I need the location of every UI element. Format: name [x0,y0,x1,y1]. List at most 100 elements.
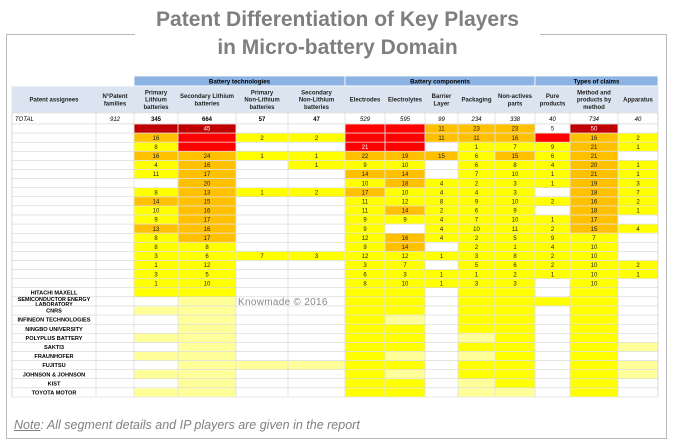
table-row-25 [11,351,659,361]
cell-value-4-10: 8 [513,163,517,169]
cell-value-9-3: 16 [204,209,211,215]
heat-cell-9-8 [425,206,458,215]
group-header-label-2: Types of claims [574,79,621,86]
cell-value-2-13: 1 [636,145,640,151]
heat-cell-20-2 [134,306,178,315]
heat-cell-26-4 [236,361,288,370]
cell-value-15-9: 5 [475,263,479,269]
heat-cell-13-11 [535,242,570,251]
heat-cell-11-9 [458,224,495,233]
cell-value-5-11: 1 [551,172,555,178]
heat-cell-7-2 [134,188,178,197]
heat-cell-25-6 [345,351,385,361]
column-header-label-5: Secondary Non-Lithium batteries [299,91,334,111]
heat-cell-5-10 [495,169,535,179]
heat-cell-8-10 [495,197,535,206]
heat-cell-11-2 [134,224,178,233]
heat-cell-26-12 [570,361,618,370]
assignee-name-22: NINGBO UNIVERSITY [25,327,83,333]
cell-value-16-10: 2 [513,272,517,278]
cell-value-16-8: 1 [440,272,444,278]
cell-value-5-12: 21 [591,172,598,178]
heat-cell-8-7 [385,197,425,206]
cell-value-6-13: 3 [636,181,640,187]
heat-cell-3-2 [134,151,178,160]
heat-cell-13-2 [134,242,178,251]
heat-cell-23-3 [178,333,236,342]
assignee-name-25: FRAUNHOFER [34,354,73,360]
cell-value-3-2: 16 [153,154,160,160]
cell-value-2-6: 21 [362,145,369,151]
cell-value-10-11: 1 [551,218,555,224]
heat-cell-22-6 [345,324,385,333]
cell-value-4-9: 6 [475,163,479,169]
cell-value-5-6: 14 [362,172,369,178]
heat-cell-18-3 [178,288,236,297]
cell-value-7-6: 17 [362,190,369,196]
heat-cell-20-6 [345,306,385,315]
column-header-4 [235,85,289,114]
footnote-label: Note [14,418,41,432]
assignee-name-27: JOHNSON & JOHNSON [23,372,85,378]
heat-cell-14-10 [495,251,535,261]
cell-value-5-7: 14 [402,172,409,178]
table-row-24 [11,342,659,352]
table-row-9 [11,205,659,216]
heat-cell-18-9 [458,288,495,297]
cell-value-4-12: 20 [591,163,598,169]
heat-cell-11-11 [535,224,570,233]
cell-value-1-4: 2 [260,136,264,142]
heat-cell-9-9 [458,206,495,215]
heat-cell-4-10 [495,160,535,170]
heat-cell-0-7 [385,124,425,133]
heat-cell-4-6 [345,160,385,170]
heat-cell-19-12 [570,297,618,306]
cell-value-4-5: 1 [315,163,319,169]
heat-cell-15-2 [134,260,178,270]
heat-cell-2-2 [134,142,178,151]
cell-value-1-5: 2 [315,136,319,142]
column-header-13 [617,85,659,114]
heat-cell-2-11 [535,142,570,151]
assignee-name-23: POLYPLUS BATTERY [26,336,83,342]
cell-value-13-6: 9 [363,245,367,251]
cell-value-11-10: 11 [512,227,519,233]
cell-value-2-11: 9 [551,145,555,151]
heat-cell-9-3 [178,206,236,215]
heat-cell-16-9 [458,270,495,279]
heat-cell-5-12 [570,169,618,179]
cell-value-13-12: 10 [591,245,598,251]
cell-value-3-7: 19 [402,154,409,160]
cell-value-2-9: 1 [475,145,479,151]
heat-cell-2-13 [618,142,658,151]
cell-value-0-10: 23 [512,127,519,133]
heat-cell-19-6 [345,297,385,306]
table-row-22 [11,324,659,334]
heat-cell-22-7 [385,324,425,333]
heat-cell-28-3 [178,379,236,388]
heat-cell-4-11 [535,160,570,170]
column-header-label-7: Electrolytes [388,98,423,104]
cell-value-1-13: 2 [636,136,640,142]
heat-cell-14-5 [288,251,345,261]
heat-cell-8-12 [570,197,618,206]
heat-cell-11-13 [618,224,658,233]
heat-cell-13-6 [345,242,385,251]
heat-cell-7-9 [458,188,495,197]
heat-cell-6-13 [618,179,658,188]
heat-cell-26-6 [345,361,385,370]
heat-cell-20-10 [495,306,535,315]
cell-value-11-3: 16 [204,227,211,233]
heat-cell-8-8 [425,197,458,206]
heat-cell-7-12 [570,188,618,197]
heat-cell-12-12 [570,233,618,242]
cell-value-11-8: 4 [440,227,444,233]
heat-cell-1-8 [425,133,458,142]
cell-value-17-8: 1 [440,281,444,287]
heat-cell-27-2 [134,370,178,379]
cell-value-7-5: 2 [315,190,319,196]
heat-cell-17-9 [458,279,495,288]
cell-value-12-2: 8 [154,236,158,242]
cell-value-14-4: 7 [260,254,264,260]
heat-cell-22-10 [495,324,535,333]
